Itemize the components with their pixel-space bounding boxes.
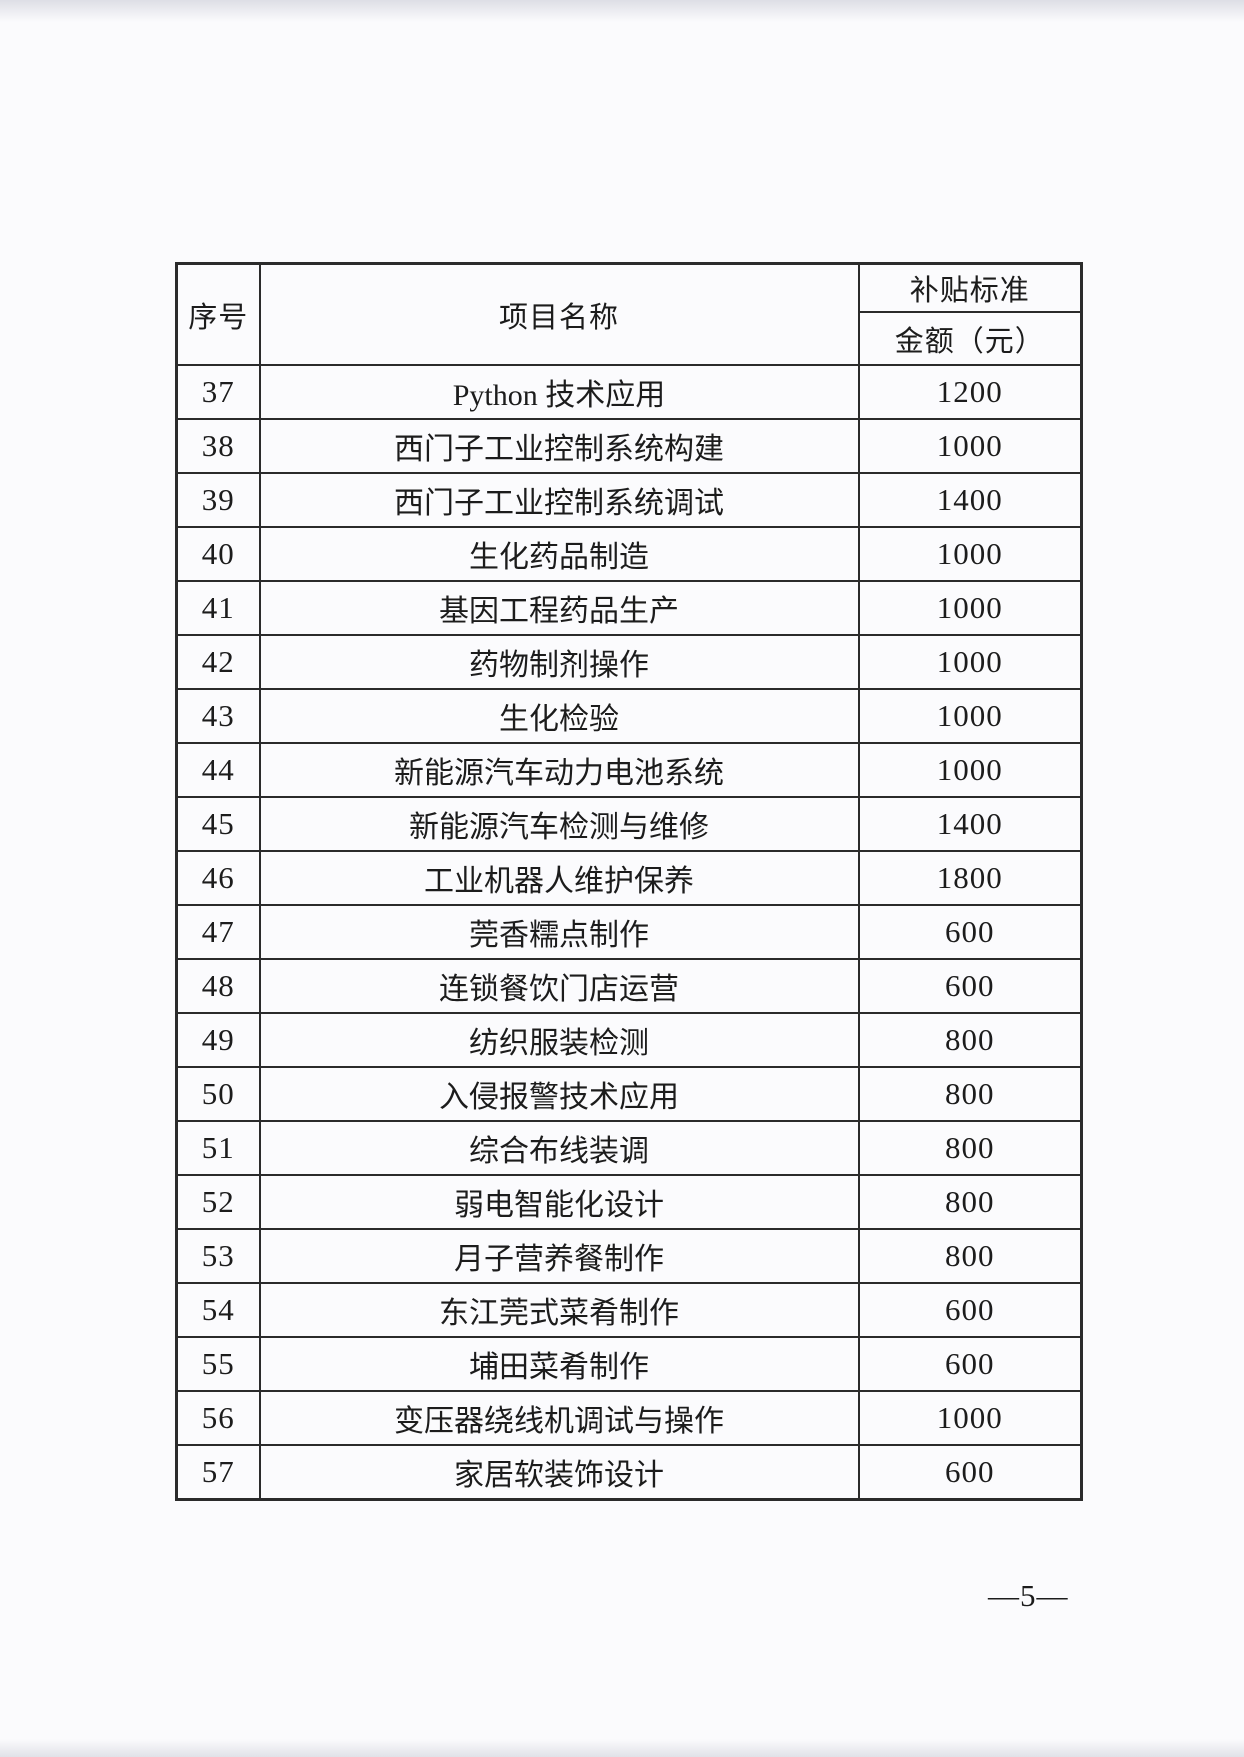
table-row: 45 新能源汽车检测与维修 1400 bbox=[175, 796, 1083, 852]
project-name-cell: 西门子工业控制系统调试 bbox=[258, 472, 860, 528]
amount-cell: 600 bbox=[857, 958, 1083, 1014]
serial-number-cell: 50 bbox=[175, 1066, 261, 1122]
table-row: 46 工业机器人维护保养 1800 bbox=[175, 850, 1083, 906]
header-project-name: 项目名称 bbox=[258, 262, 860, 366]
serial-number-cell: 45 bbox=[175, 796, 261, 852]
project-name-cell: 连锁餐饮门店运营 bbox=[258, 958, 860, 1014]
amount-cell: 800 bbox=[857, 1012, 1083, 1068]
amount-cell: 1000 bbox=[857, 1390, 1083, 1446]
serial-number-cell: 51 bbox=[175, 1120, 261, 1176]
table-row: 54 东江莞式菜肴制作 600 bbox=[175, 1282, 1083, 1338]
table-row: 41 基因工程药品生产 1000 bbox=[175, 580, 1083, 636]
table-row: 49 纺织服装检测 800 bbox=[175, 1012, 1083, 1068]
table-row: 56 变压器绕线机调试与操作 1000 bbox=[175, 1390, 1083, 1446]
amount-cell: 800 bbox=[857, 1174, 1083, 1230]
project-name-cell: 基因工程药品生产 bbox=[258, 580, 860, 636]
amount-cell: 800 bbox=[857, 1120, 1083, 1176]
project-name-cell: 生化药品制造 bbox=[258, 526, 860, 582]
table-row: 47 莞香糯点制作 600 bbox=[175, 904, 1083, 960]
amount-cell: 1000 bbox=[857, 742, 1083, 798]
project-name-cell: 变压器绕线机调试与操作 bbox=[258, 1390, 860, 1446]
serial-number-cell: 56 bbox=[175, 1390, 261, 1446]
amount-cell: 1000 bbox=[857, 580, 1083, 636]
amount-cell: 600 bbox=[857, 1336, 1083, 1392]
project-name-cell: 综合布线装调 bbox=[258, 1120, 860, 1176]
project-name-cell: 东江莞式菜肴制作 bbox=[258, 1282, 860, 1338]
table-row: 37 Python 技术应用 1200 bbox=[175, 364, 1083, 420]
header-row-2: 金额（元） bbox=[177, 311, 1083, 366]
table-row: 57 家居软装饰设计 600 bbox=[175, 1444, 1083, 1501]
project-name-cell: 药物制剂操作 bbox=[258, 634, 860, 690]
amount-cell: 600 bbox=[857, 904, 1083, 960]
project-name-cell: Python 技术应用 bbox=[258, 364, 860, 420]
project-name-cell: 月子营养餐制作 bbox=[258, 1228, 860, 1284]
table-row: 53 月子营养餐制作 800 bbox=[175, 1228, 1083, 1284]
project-name-cell: 新能源汽车检测与维修 bbox=[258, 796, 860, 852]
amount-cell: 1000 bbox=[857, 634, 1083, 690]
table-row: 42 药物制剂操作 1000 bbox=[175, 634, 1083, 690]
header-row-1: 序号 项目名称 补贴标准 bbox=[175, 262, 1083, 366]
table-row: 48 连锁餐饮门店运营 600 bbox=[175, 958, 1083, 1014]
table-header: 序号 项目名称 补贴标准 金额（元） bbox=[175, 262, 1083, 366]
project-name-cell: 新能源汽车动力电池系统 bbox=[258, 742, 860, 798]
amount-cell: 600 bbox=[857, 1282, 1083, 1338]
serial-number-cell: 41 bbox=[175, 580, 261, 636]
serial-number-cell: 39 bbox=[175, 472, 261, 528]
table-row: 38 西门子工业控制系统构建 1000 bbox=[175, 418, 1083, 474]
serial-number-cell: 48 bbox=[175, 958, 261, 1014]
scan-artifact-top bbox=[0, 0, 1244, 22]
serial-number-cell: 40 bbox=[175, 526, 261, 582]
amount-cell: 1400 bbox=[857, 472, 1083, 528]
project-name-cell: 家居软装饰设计 bbox=[258, 1444, 860, 1501]
table-row: 50 入侵报警技术应用 800 bbox=[175, 1066, 1083, 1122]
project-name-cell: 纺织服装检测 bbox=[258, 1012, 860, 1068]
scan-artifact-bottom bbox=[0, 1739, 1244, 1757]
serial-number-cell: 49 bbox=[175, 1012, 261, 1068]
serial-number-cell: 46 bbox=[175, 850, 261, 906]
amount-cell: 1000 bbox=[857, 418, 1083, 474]
serial-number-cell: 42 bbox=[175, 634, 261, 690]
amount-cell: 1000 bbox=[857, 688, 1083, 744]
table-row: 51 综合布线装调 800 bbox=[175, 1120, 1083, 1176]
project-name-cell: 弱电智能化设计 bbox=[258, 1174, 860, 1230]
header-amount-yuan: 金额（元） bbox=[857, 311, 1083, 366]
project-name-cell: 西门子工业控制系统构建 bbox=[258, 418, 860, 474]
table-row: 40 生化药品制造 1000 bbox=[175, 526, 1083, 582]
project-name-cell: 埔田菜肴制作 bbox=[258, 1336, 860, 1392]
subsidy-table: 序号 项目名称 补贴标准 金额（元） 37 Python 技术应用 1200 3… bbox=[175, 262, 1083, 1501]
header-serial-number: 序号 bbox=[175, 262, 261, 366]
header-subsidy-standard: 补贴标准 bbox=[857, 262, 1083, 313]
serial-number-cell: 53 bbox=[175, 1228, 261, 1284]
amount-cell: 1400 bbox=[857, 796, 1083, 852]
amount-cell: 1800 bbox=[857, 850, 1083, 906]
table-row: 44 新能源汽车动力电池系统 1000 bbox=[175, 742, 1083, 798]
amount-cell: 800 bbox=[857, 1066, 1083, 1122]
serial-number-cell: 55 bbox=[175, 1336, 261, 1392]
table-row: 43 生化检验 1000 bbox=[175, 688, 1083, 744]
project-name-cell: 入侵报警技术应用 bbox=[258, 1066, 860, 1122]
table-row: 39 西门子工业控制系统调试 1400 bbox=[175, 472, 1083, 528]
amount-cell: 1200 bbox=[857, 364, 1083, 420]
amount-cell: 800 bbox=[857, 1228, 1083, 1284]
serial-number-cell: 37 bbox=[175, 364, 261, 420]
amount-cell: 600 bbox=[857, 1444, 1083, 1501]
serial-number-cell: 54 bbox=[175, 1282, 261, 1338]
serial-number-cell: 44 bbox=[175, 742, 261, 798]
table-row: 55 埔田菜肴制作 600 bbox=[175, 1336, 1083, 1392]
serial-number-cell: 57 bbox=[175, 1444, 261, 1501]
amount-cell: 1000 bbox=[857, 526, 1083, 582]
serial-number-cell: 43 bbox=[175, 688, 261, 744]
serial-number-cell: 38 bbox=[175, 418, 261, 474]
serial-number-cell: 47 bbox=[175, 904, 261, 960]
table-row: 52 弱电智能化设计 800 bbox=[175, 1174, 1083, 1230]
page-number: —5— bbox=[988, 1578, 1069, 1613]
serial-number-cell: 52 bbox=[175, 1174, 261, 1230]
table-body: 37 Python 技术应用 1200 38 西门子工业控制系统构建 1000 … bbox=[175, 364, 1083, 1501]
project-name-cell: 工业机器人维护保养 bbox=[258, 850, 860, 906]
project-name-cell: 莞香糯点制作 bbox=[258, 904, 860, 960]
project-name-cell: 生化检验 bbox=[258, 688, 860, 744]
